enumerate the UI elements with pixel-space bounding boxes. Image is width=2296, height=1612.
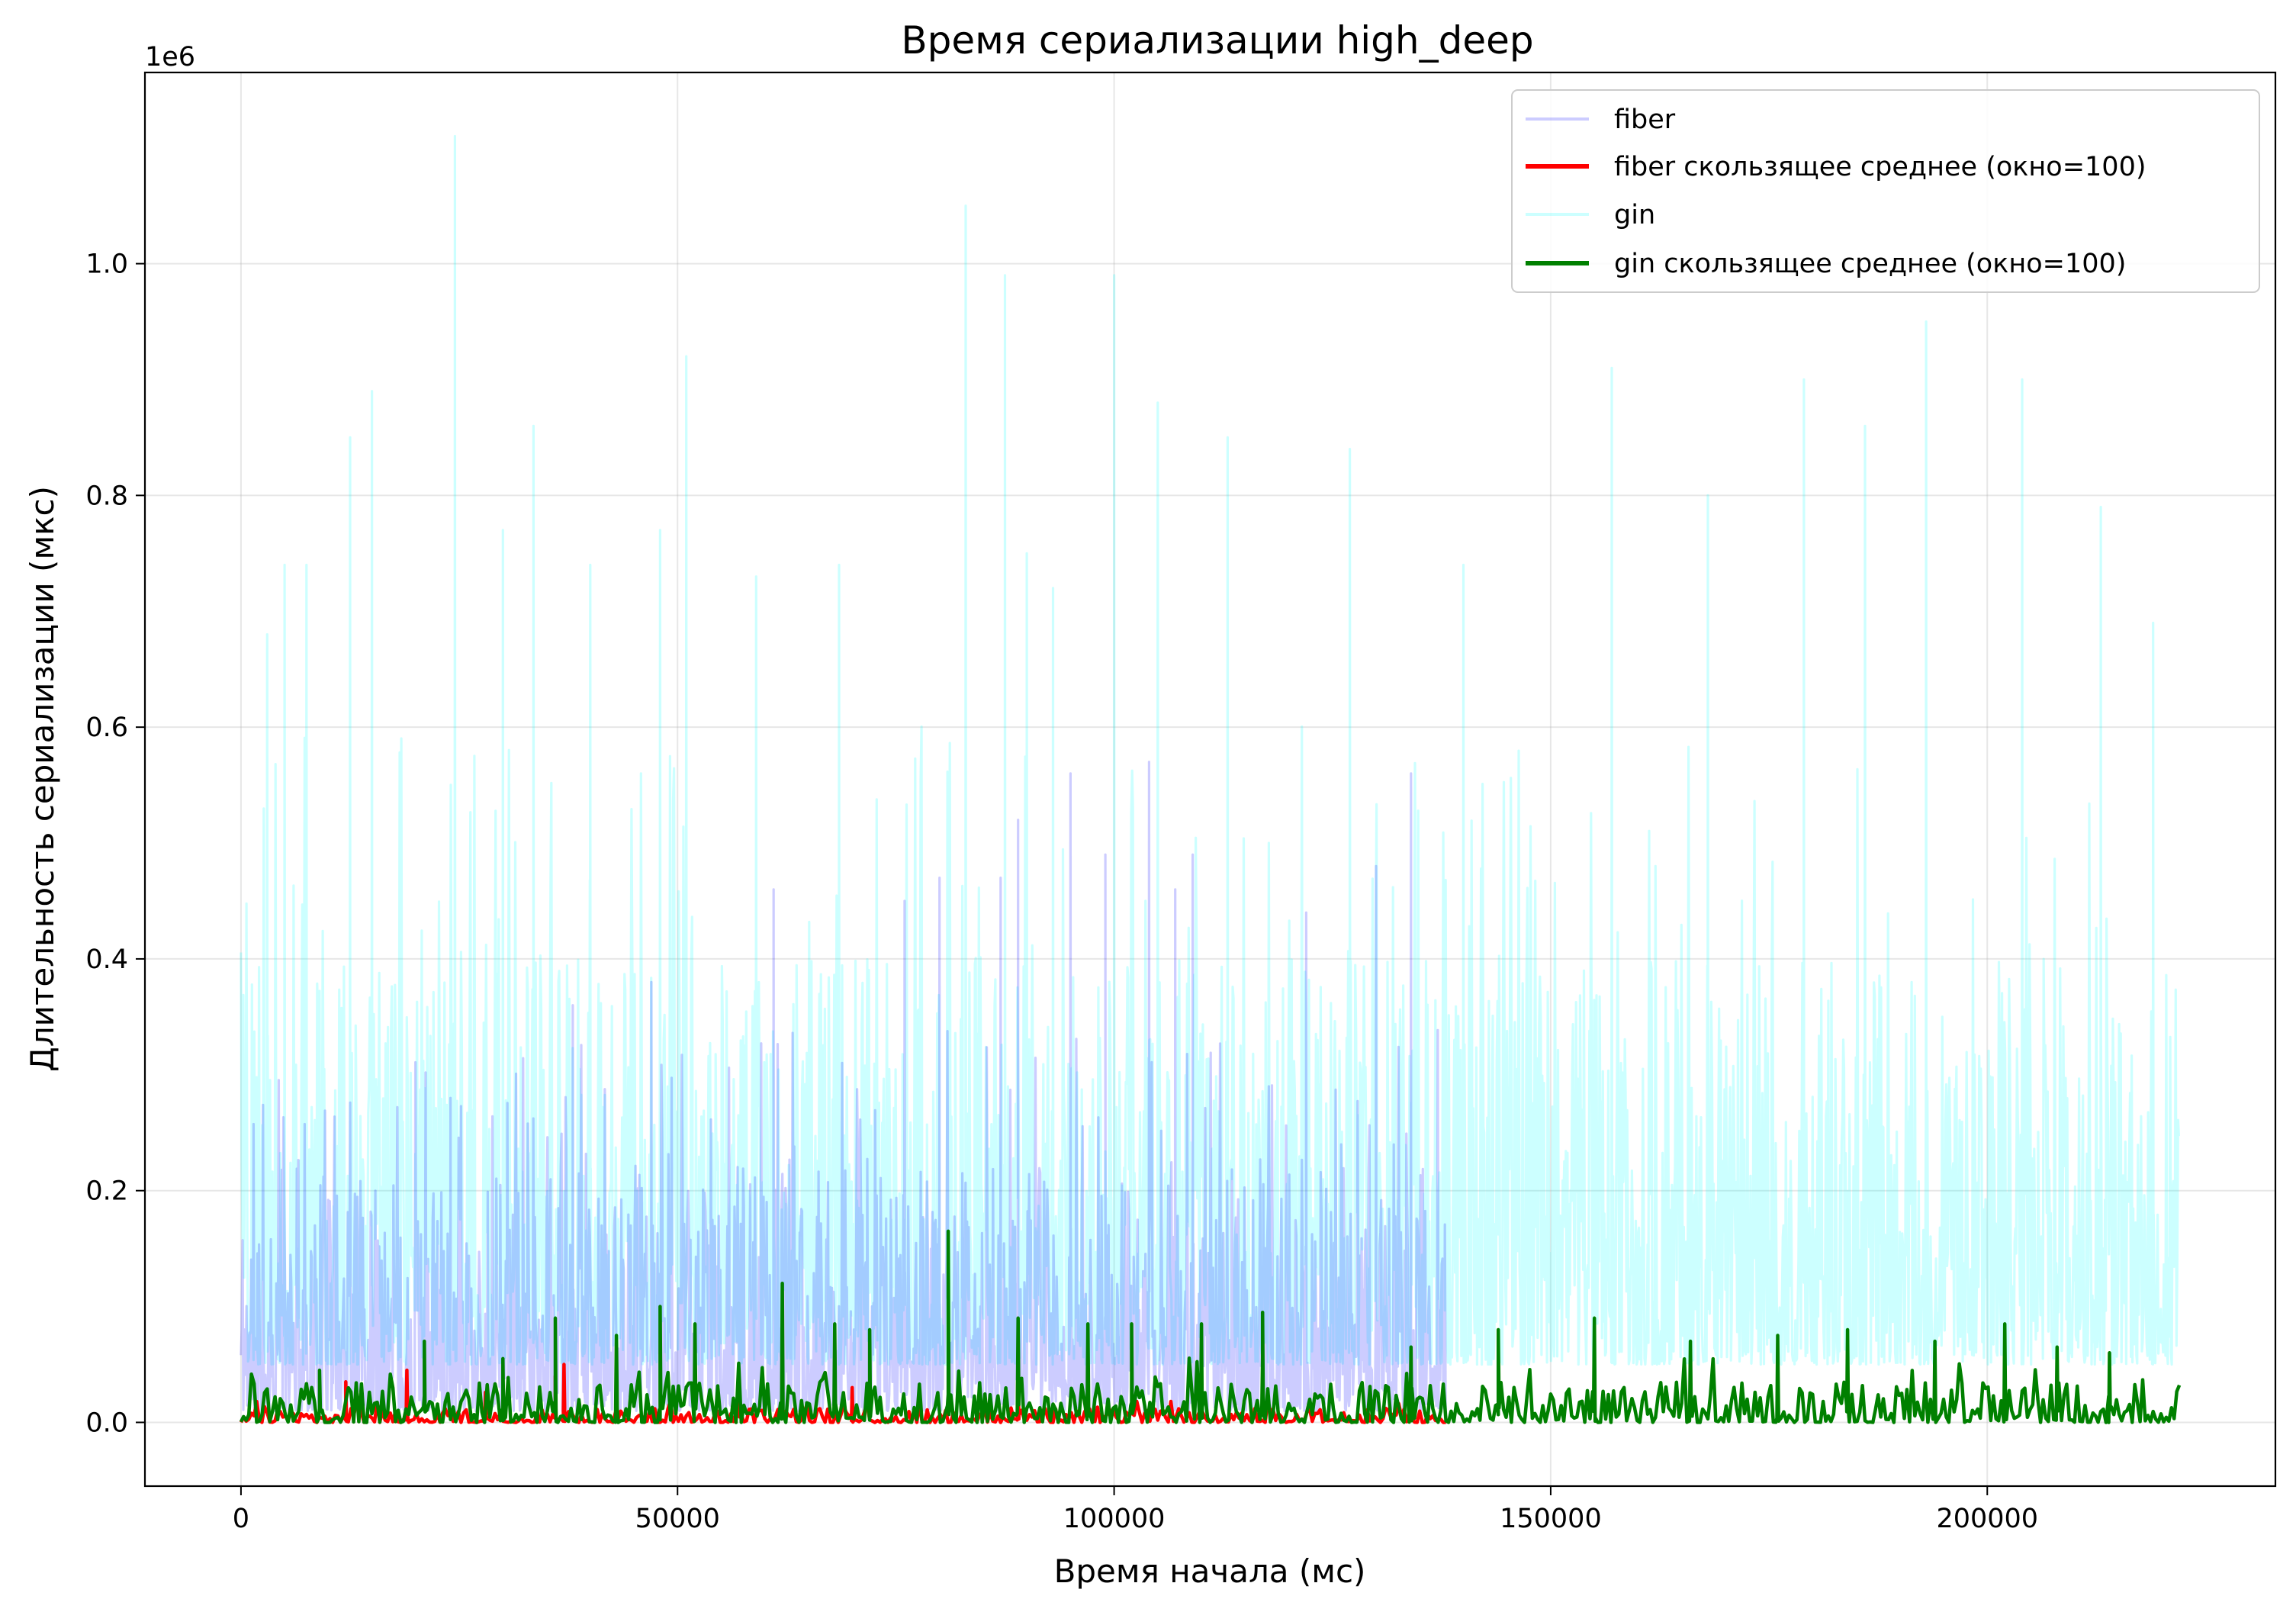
y-tick-label: 1.0 — [85, 249, 128, 280]
series-gin-moving-average — [239, 1229, 2182, 1424]
plot-frame — [143, 71, 2277, 1488]
y-tick-label: 0.4 — [85, 944, 128, 975]
x-tick-label: 50000 — [635, 1504, 720, 1534]
legend-label-fiber-moving-average: fiber скользящее среднее (окно=100) — [1614, 152, 2146, 182]
y-tick-label: 0.0 — [85, 1408, 128, 1438]
y-axis-label: Длительность сериализации (мкс) — [24, 486, 61, 1072]
legend: fiber fiber скользящее среднее (окно=100… — [1511, 89, 2260, 293]
chart-title: Время сериализации high_deep — [901, 18, 1533, 63]
legend-label-gin: gin — [1614, 200, 1655, 230]
legend-label-gin-moving-average: gin скользящее среднее (окно=100) — [1614, 249, 2126, 279]
y-tick-label: 0.6 — [85, 713, 128, 743]
axis-ticks: 0 50000 100000 150000 200000 0.0 0.2 0.4 0.6 0.8 1… — [85, 249, 2038, 1534]
plot-series — [239, 134, 2182, 1424]
y-offset-label: 1e6 — [145, 42, 195, 72]
legend-label-fiber: fiber — [1614, 105, 1676, 135]
x-tick-label: 100000 — [1063, 1504, 1166, 1534]
x-tick-label: 150000 — [1500, 1504, 1602, 1534]
series-gin-raw — [240, 134, 2180, 1366]
x-tick-label: 200000 — [1936, 1504, 2038, 1534]
y-tick-label: 0.8 — [85, 481, 128, 511]
x-tick-label: 0 — [233, 1504, 249, 1534]
legend-box — [1511, 89, 2260, 293]
series-fiber-raw — [240, 761, 1447, 1412]
y-tick-label: 0.2 — [85, 1176, 128, 1207]
x-axis-label: Время начала (мс) — [1054, 1552, 1366, 1590]
